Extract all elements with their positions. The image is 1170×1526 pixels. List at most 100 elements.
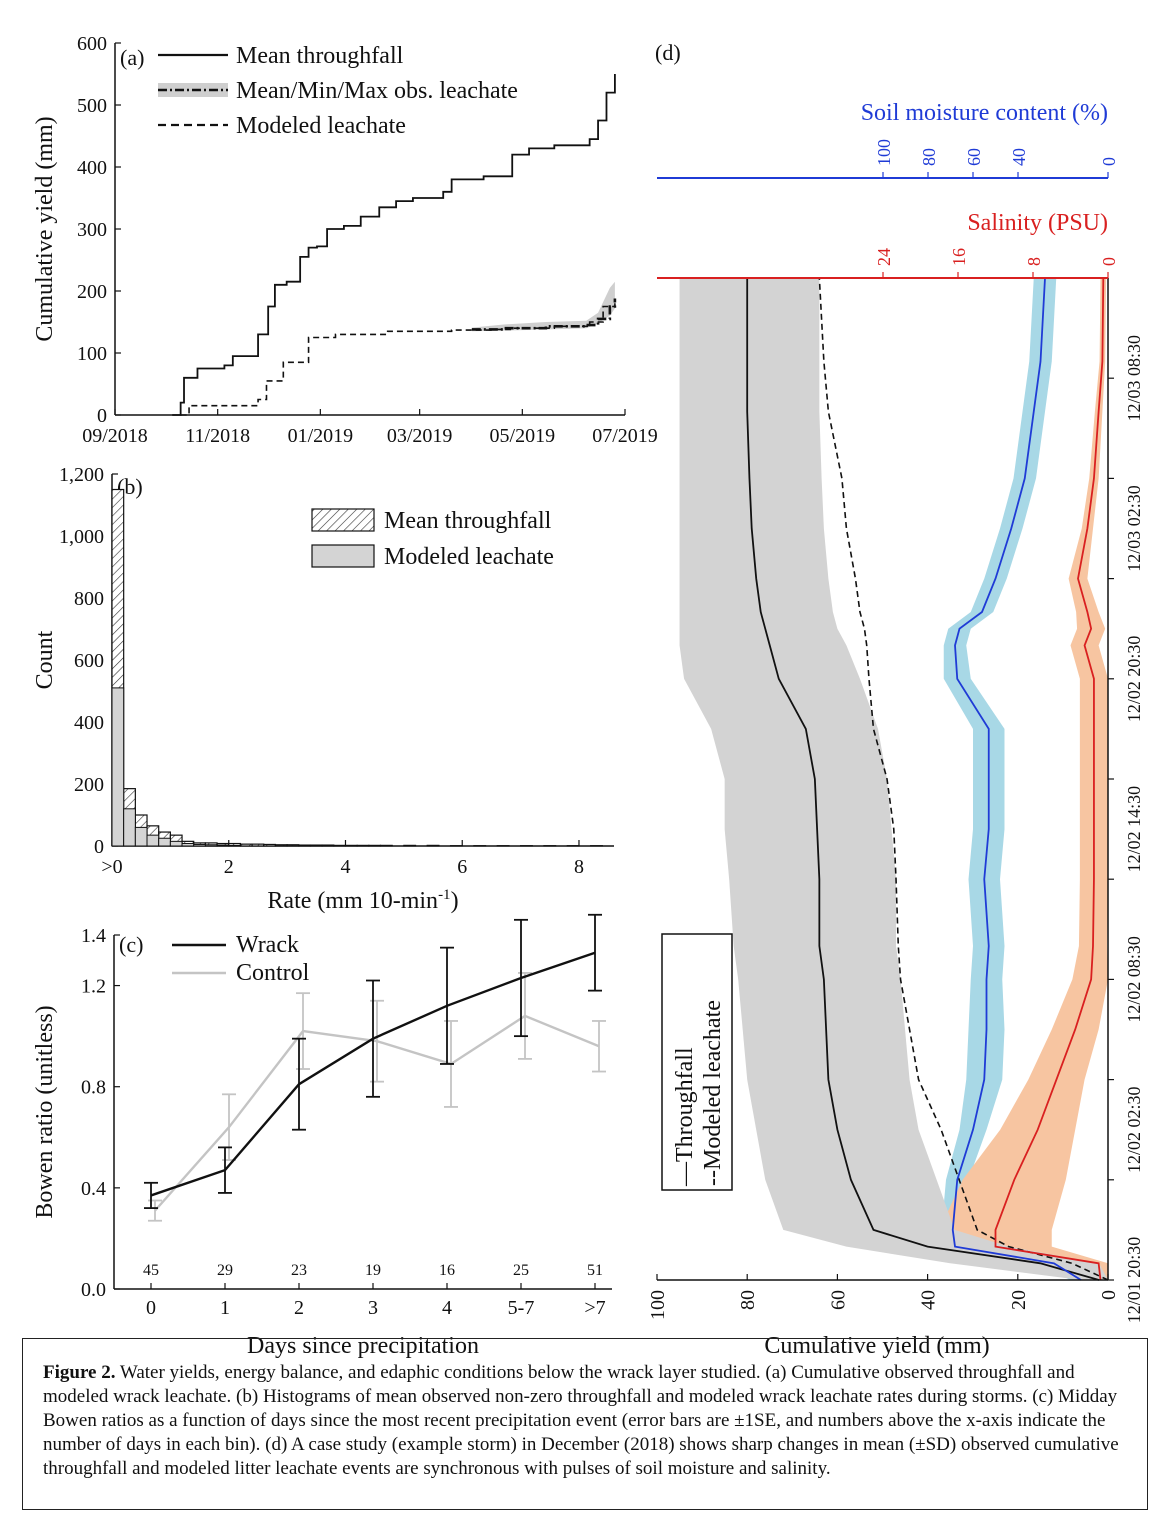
hist-bar-throughfall [321, 844, 335, 847]
x-tick-label-a: 09/2018 [82, 425, 148, 447]
y-tick-label-c: 0.4 [81, 1178, 106, 1200]
soil-moisture-sd-band [941, 278, 1093, 1280]
hist-bar-leachate [146, 834, 160, 847]
throughfall-line-d [746, 278, 1100, 1281]
x-axis-label-c: Days since precipitation [247, 1333, 479, 1359]
legend-box-d [661, 933, 733, 1191]
salinity-tick-label: 24 [874, 248, 894, 266]
x-tick-label-b: 2 [224, 856, 234, 878]
x-tick-label-a: 03/2019 [387, 425, 453, 447]
x-tick-label-a: 07/2019 [592, 425, 658, 447]
soil-moisture-tick-label: 0 [1099, 157, 1119, 166]
legend-label-b: Modeled leachate [384, 544, 554, 570]
hist-bar-throughfall [426, 844, 440, 847]
legend-label-d: —Throughfall [672, 1047, 698, 1187]
panel-d: (d) 12/03 08:30 12/03 02:30 12/02 20:30 12/0… [647, 40, 1144, 1359]
x-tick-label-b: 4 [340, 856, 350, 878]
x-axis-label-b-main: Rate (mm 10-min [267, 888, 438, 914]
hist-bar-leachate [169, 840, 183, 847]
legend-label-c: Control [236, 960, 310, 986]
y-axis-label-a: Cumulative yield (mm) [32, 116, 58, 341]
y-tick-label-b: 200 [74, 774, 104, 796]
legend-swatch-hatched [311, 508, 375, 532]
salinity-axis-label: Salinity (PSU) [967, 210, 1108, 236]
bin-count-label: 45 [143, 1262, 159, 1279]
hist-bar-leachate [181, 843, 195, 847]
hist-bar-leachate [204, 844, 218, 847]
x-tick-label-a: 05/2019 [490, 425, 556, 447]
x-tick-label-d: 40 [918, 1290, 940, 1310]
y-axis-label-c: Bowen ratio (unitless) [32, 1005, 58, 1218]
y-tick-label-a: 0 [97, 405, 107, 427]
panel-label-d: (d) [655, 40, 681, 65]
x-tick-label-c: 2 [294, 1297, 304, 1319]
hist-bar-leachate [228, 844, 241, 847]
y-tick-label-a: 400 [77, 157, 107, 179]
hist-bar-leachate [216, 844, 230, 847]
x-tick-label-c: 1 [220, 1297, 230, 1319]
hist-bar-throughfall [344, 844, 358, 847]
y-tick-label-a: 600 [77, 33, 107, 55]
x-tick-label-b: >0 [101, 856, 122, 878]
hist-bar-throughfall [263, 843, 277, 847]
modeled-leachate-line-d [818, 277, 1109, 1281]
hist-bar-leachate [193, 843, 206, 847]
hist-bar-throughfall [403, 844, 417, 847]
x-axis-label-b-end: ) [451, 888, 459, 914]
time-tick-label-d: 12/02 02:30 [1124, 1086, 1144, 1173]
modeled-leachate-line [180, 300, 616, 416]
caption-label: Figure 2. [43, 1362, 116, 1383]
y-tick-label-c: 1.4 [81, 925, 106, 947]
time-tick-label-d: 12/02 20:30 [1124, 636, 1144, 723]
legend-label-c: Wrack [236, 932, 299, 958]
x-tick-label-a: 01/2019 [288, 425, 354, 447]
panel-c: 0.0 0.4 0.8 1.2 1.4 0 45 1 29 2 23 3 19 4 16 5-7 25 >7 51 D… [32, 913, 612, 1359]
hist-bar-throughfall [274, 844, 288, 847]
hist-bar-leachate [111, 687, 125, 847]
time-tick-label-d: 12/01 20:30 [1124, 1237, 1144, 1324]
x-axis-label-b: Rate (mm 10-min-1) [267, 887, 458, 914]
bin-count-label: 16 [439, 1262, 455, 1279]
bin-count-label: 25 [513, 1262, 529, 1279]
salinity-tick-label: 0 [1099, 257, 1119, 266]
throughfall-line [172, 74, 616, 416]
legend-label-a: Mean/Min/Max obs. leachate [236, 78, 518, 104]
time-tick-label-d: 12/03 02:30 [1124, 485, 1144, 572]
panel-a: 0 100 200 300 400 500 600 09/2018 11/2018 01/2019… [32, 33, 658, 447]
legend-swatch-gray [311, 544, 375, 568]
panel-label-a: (a) [120, 45, 144, 70]
x-tick-label-a: 11/2018 [185, 425, 250, 447]
hist-bar-throughfall [356, 844, 370, 847]
x-tick-label-c: 5-7 [508, 1297, 535, 1319]
legend-label-a: Mean throughfall [236, 43, 404, 69]
caption-text: Water yields, energy balance, and edaphi… [43, 1362, 1119, 1479]
hist-bar-throughfall [368, 844, 382, 847]
hist-bar-throughfall [239, 843, 253, 847]
x-axis-label-b-sup: -1 [438, 887, 451, 903]
x-tick-label-d: 60 [827, 1290, 849, 1310]
bin-count-label: 23 [291, 1262, 307, 1279]
y-tick-label-b: 400 [74, 712, 104, 734]
x-tick-label-c: >7 [584, 1297, 605, 1319]
legend-label-d: --Modeled leachate [700, 1000, 726, 1186]
hist-bar-throughfall [298, 844, 312, 847]
hist-bar-leachate [123, 808, 136, 847]
x-tick-label-b: 6 [457, 856, 467, 878]
soil-moisture-tick-label: 100 [874, 139, 894, 166]
salinity-sd-band [939, 278, 1108, 1280]
hist-bar-throughfall [379, 844, 393, 847]
throughfall-sd-band [679, 278, 1108, 1280]
y-tick-label-a: 300 [77, 219, 107, 241]
x-tick-label-d: 80 [737, 1290, 759, 1310]
y-tick-label-b: 0 [94, 836, 104, 858]
time-tick-label-d: 12/02 08:30 [1124, 936, 1144, 1023]
observed-leachate-line [471, 298, 617, 331]
x-tick-label-b: 8 [574, 856, 584, 878]
y-tick-label-b: 1,000 [59, 526, 104, 548]
soil-moisture-tick-label: 60 [964, 148, 984, 166]
x-tick-label-d: 100 [647, 1290, 669, 1320]
salinity-line [994, 277, 1105, 1281]
time-tick-label-d: 12/02 14:30 [1124, 786, 1144, 873]
salinity-tick-label: 8 [1024, 257, 1044, 266]
